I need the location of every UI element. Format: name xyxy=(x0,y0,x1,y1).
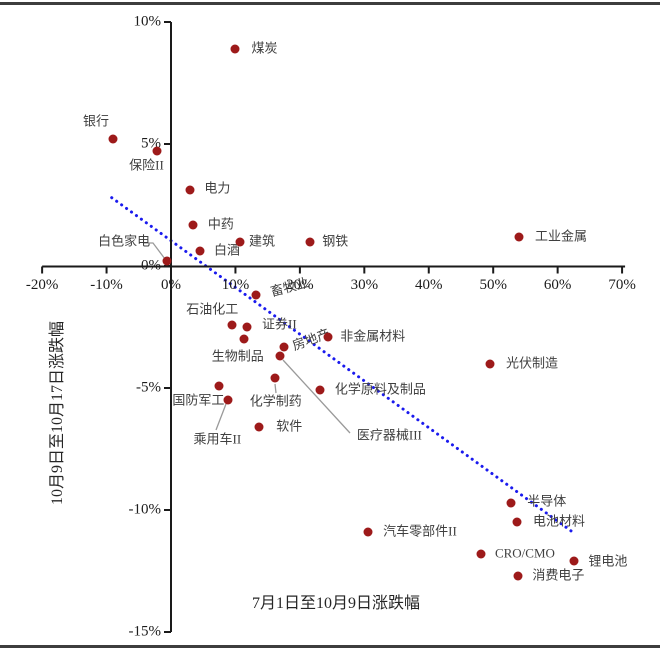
data-point xyxy=(108,134,118,144)
y-tick-label: -10% xyxy=(128,501,162,518)
y-axis-title: 10月9日至10月17日涨跌幅 xyxy=(49,320,66,506)
point-label: 医疗器械III xyxy=(356,427,422,443)
x-tick-label: 30% xyxy=(350,277,379,293)
data-point xyxy=(227,320,237,330)
x-tick-label: 0% xyxy=(161,277,181,293)
data-point xyxy=(270,373,280,383)
data-point xyxy=(214,381,224,391)
point-label: 非金属材料 xyxy=(340,328,406,344)
data-point xyxy=(188,220,198,230)
data-point xyxy=(485,359,495,369)
data-point xyxy=(239,334,249,344)
point-label: 白色家电 xyxy=(98,233,151,249)
data-point xyxy=(305,237,315,247)
point-label: 软件 xyxy=(276,418,303,434)
bottom-border-rule xyxy=(0,645,660,648)
x-axis-title: 7月1日至10月9日涨跌幅 xyxy=(251,595,421,612)
point-label: 建筑 xyxy=(248,233,275,249)
data-point xyxy=(275,351,285,361)
callout-line xyxy=(215,403,227,431)
trendline xyxy=(110,196,574,534)
callout-line xyxy=(144,242,166,260)
x-tick-label: 60% xyxy=(543,277,572,293)
y-tick-label: -5% xyxy=(136,379,161,396)
point-label: 电力 xyxy=(204,180,231,196)
data-point xyxy=(242,322,252,332)
data-point xyxy=(363,527,373,537)
point-label: CRO/CMO xyxy=(494,545,555,561)
point-label: 石油化工 xyxy=(186,301,239,317)
data-point xyxy=(251,290,261,300)
x-tick-label: 20% xyxy=(286,277,314,293)
data-point xyxy=(513,571,523,581)
data-point xyxy=(185,185,195,195)
data-point xyxy=(279,342,289,352)
data-point xyxy=(514,232,524,242)
y-tick-label: 0% xyxy=(141,257,161,274)
point-label: 钢铁 xyxy=(322,233,349,249)
x-tick-label: -20% xyxy=(25,277,59,293)
point-label: 化学制药 xyxy=(249,393,302,409)
data-point xyxy=(230,44,240,54)
point-label: 乘用车II xyxy=(193,431,242,447)
point-label: 半导体 xyxy=(527,493,567,509)
data-point xyxy=(235,237,245,247)
point-label: 光伏制造 xyxy=(505,355,558,371)
point-label: 证券II xyxy=(262,316,297,332)
point-label: 保险II xyxy=(129,157,164,173)
x-tick-label: 70% xyxy=(608,277,636,293)
callout-line xyxy=(282,359,351,434)
point-label: 生物制品 xyxy=(211,348,264,364)
point-label: 汽车零部件II xyxy=(383,523,457,539)
x-tick-label: -10% xyxy=(90,277,123,293)
x-tick-label: 40% xyxy=(415,277,443,293)
data-point xyxy=(315,385,325,395)
point-label: 白酒 xyxy=(213,242,240,258)
data-point xyxy=(512,517,522,527)
point-label: 电池材料 xyxy=(533,513,586,529)
data-point xyxy=(152,146,162,156)
y-tick-label: -15% xyxy=(128,623,162,640)
point-label: 国防军工 xyxy=(172,392,225,408)
data-point xyxy=(254,422,264,432)
data-point xyxy=(223,395,233,405)
point-label: 化学原料及制品 xyxy=(334,381,426,397)
x-tick-label: 50% xyxy=(479,277,507,293)
data-point xyxy=(323,332,333,342)
point-label: 消费电子 xyxy=(532,567,585,583)
point-label: 工业金属 xyxy=(534,228,587,244)
y-tick-label: 10% xyxy=(133,13,162,30)
point-label: 银行 xyxy=(82,113,109,129)
data-point xyxy=(569,556,579,566)
data-point xyxy=(506,498,516,508)
x-tick-label: 10% xyxy=(221,277,250,293)
data-point xyxy=(162,256,172,266)
point-label: 煤炭 xyxy=(251,40,278,56)
data-point xyxy=(476,549,486,559)
point-label: 锂电池 xyxy=(588,553,628,569)
point-label: 中药 xyxy=(207,216,234,232)
data-point xyxy=(195,246,205,256)
top-border-rule xyxy=(0,2,660,5)
callout-line xyxy=(274,383,277,394)
